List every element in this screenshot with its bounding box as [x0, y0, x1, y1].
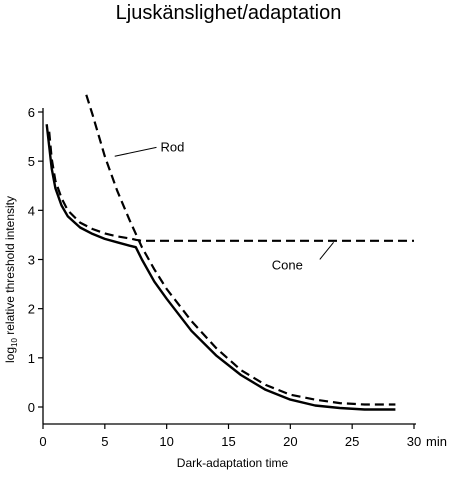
chart-title: Ljuskänslighet/adaptation	[115, 2, 342, 24]
y-tick-label: 5	[28, 154, 35, 169]
x-tick-label: 10	[159, 434, 173, 449]
x-axis-label: Dark-adaptation time	[177, 456, 289, 470]
y-tick-label: 3	[28, 253, 35, 268]
annotation-pointer-rod	[114, 146, 157, 157]
y-tick-label: 6	[28, 105, 35, 120]
annotation-pointer-cone	[319, 241, 335, 260]
y-tick-label: 4	[28, 203, 35, 218]
series-line-combined	[45, 124, 396, 411]
annotation-layer: Rod Cone	[114, 139, 335, 272]
annotation-cone: Cone	[272, 257, 303, 272]
y-tick-label: 2	[28, 302, 35, 317]
x-tick-label: 20	[283, 434, 297, 449]
y-axis-label-subscript: 10	[10, 338, 19, 347]
x-tick-label: 5	[101, 434, 108, 449]
x-unit-label: min	[426, 434, 447, 449]
y-tick-label: 0	[28, 400, 35, 415]
y-axis-label: log10 relative threshold intensity	[3, 196, 19, 363]
y-tick-label: 1	[28, 351, 35, 366]
y-axis-label-prefix: log	[3, 347, 17, 363]
annotation-rod: Rod	[160, 139, 184, 154]
series-layer	[45, 94, 414, 411]
x-tick-label: 25	[345, 434, 359, 449]
y-axis-label-rest: relative threshold intensity	[3, 196, 17, 338]
series-line-cone	[48, 131, 414, 242]
series-line-rod	[85, 94, 396, 406]
x-tick-label: 15	[221, 434, 235, 449]
axes: 0 1 2 3 4 5 6 0 5 10 15 20 25 30 min	[28, 105, 447, 449]
x-tick-label: 30	[407, 434, 421, 449]
x-tick-label: 0	[39, 434, 46, 449]
